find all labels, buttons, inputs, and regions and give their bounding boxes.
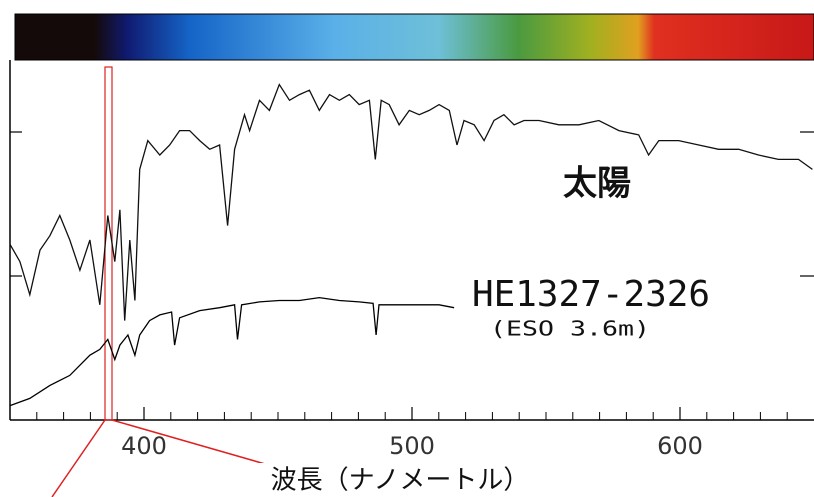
x-axis-title: 波長（ナノメートル） bbox=[271, 466, 530, 496]
series-label: HE1327-2326 bbox=[472, 274, 710, 315]
x-tick-label: 600 bbox=[657, 432, 703, 460]
series-note: (ESO 3.6m) bbox=[490, 317, 650, 341]
series-label: 太陽 bbox=[563, 164, 631, 204]
x-tick-label: 400 bbox=[121, 432, 167, 460]
chart: 波長（ナノメートル） 400 500 600 太陽 HE1327-2326(ESO 3.… bbox=[0, 0, 814, 497]
spectrum-line bbox=[10, 298, 454, 406]
x-tick-label: 500 bbox=[389, 432, 435, 460]
zoom-box bbox=[105, 67, 112, 420]
spectrum-strip bbox=[15, 14, 814, 60]
zoom-line bbox=[52, 420, 105, 497]
